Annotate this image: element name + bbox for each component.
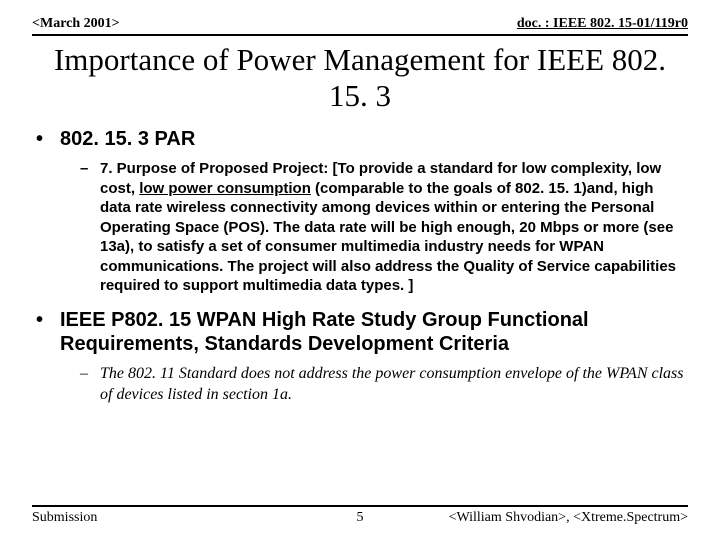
sub-bullet-item: – 7. Purpose of Proposed Project: [To pr… <box>80 159 688 296</box>
bullet-label: IEEE P802. 15 WPAN High Rate Study Group… <box>60 308 688 356</box>
footer-author: <William Shvodian>, <Xtreme.Spectrum> <box>449 510 688 526</box>
header-date: <March 2001> <box>32 16 120 32</box>
page-title: Importance of Power Management for IEEE … <box>32 42 688 113</box>
footer-rule <box>32 505 688 507</box>
bullet-item: • 802. 15. 3 PAR <box>32 127 688 151</box>
header-bar: <March 2001> doc. : IEEE 802. 15-01/119r… <box>32 16 688 36</box>
sub-bullet-item: – The 802. 11 Standard does not address … <box>80 364 688 406</box>
sub-underlined: low power consumption <box>139 180 311 197</box>
footer-row: 5 Submission <William Shvodian>, <Xtreme… <box>32 510 688 526</box>
dash-marker-icon: – <box>80 364 100 385</box>
bullet-item: • IEEE P802. 15 WPAN High Rate Study Gro… <box>32 308 688 356</box>
sub-bullet-text: 7. Purpose of Proposed Project: [To prov… <box>100 159 688 296</box>
footer-bar: 5 Submission <William Shvodian>, <Xtreme… <box>32 505 688 526</box>
sub-bullet-text-italic: The 802. 11 Standard does not address th… <box>100 364 688 406</box>
bullet-marker-icon: • <box>32 308 60 332</box>
bullet-marker-icon: • <box>32 127 60 151</box>
dash-marker-icon: – <box>80 159 100 179</box>
bullet-label: 802. 15. 3 PAR <box>60 127 688 151</box>
footer-left-label: Submission <box>32 510 97 526</box>
slide-page: <March 2001> doc. : IEEE 802. 15-01/119r… <box>0 0 720 540</box>
content-area: • 802. 15. 3 PAR – 7. Purpose of Propose… <box>32 127 688 405</box>
header-docref: doc. : IEEE 802. 15-01/119r0 <box>517 16 688 32</box>
